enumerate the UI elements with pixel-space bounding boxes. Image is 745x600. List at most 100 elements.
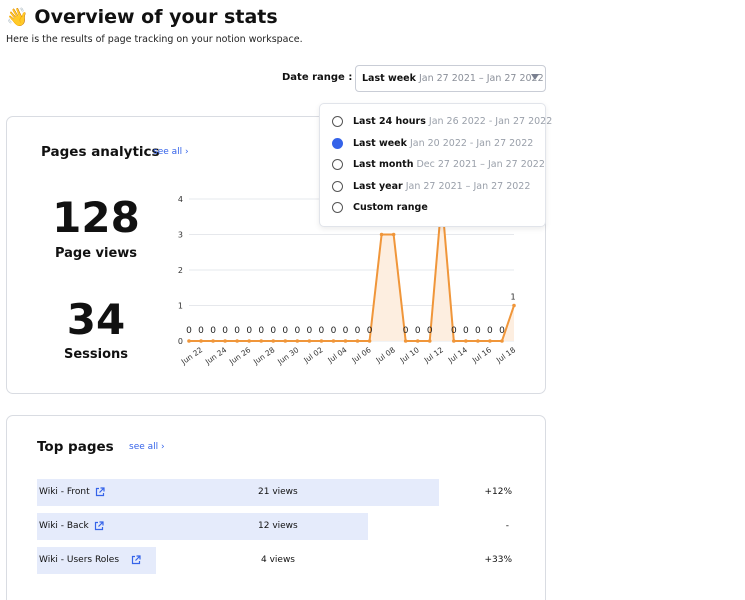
data-point	[500, 339, 504, 343]
x-tick-label: Jul 18	[494, 345, 517, 365]
radio-selected-icon[interactable]	[332, 138, 343, 149]
x-tick-label: Jul 02	[301, 345, 324, 365]
page-views-value: 128	[52, 193, 140, 242]
data-point	[307, 339, 312, 343]
data-label: 0	[475, 326, 481, 336]
data-label: 0	[198, 326, 204, 336]
x-tick-label: Jun 22	[179, 345, 205, 367]
data-label: 0	[210, 326, 216, 336]
views-change: +12%	[484, 487, 512, 497]
date-range-dropdown: Last 24 hours Jan 26 2022 - Jan 27 2022 …	[319, 103, 552, 227]
radio-icon[interactable]	[332, 116, 343, 127]
page-name[interactable]: Wiki - Front	[39, 487, 105, 497]
pages-analytics-title: Pages analytics	[41, 144, 160, 160]
external-link-icon[interactable]	[95, 487, 105, 497]
series-line	[189, 198, 515, 342]
data-point	[271, 339, 276, 343]
y-tick-label: 4	[178, 195, 183, 204]
data-point	[283, 339, 288, 343]
date-range-select[interactable]: Last week Jan 27 2021 – Jan 27 2022	[355, 65, 546, 92]
y-tick-label: 3	[178, 231, 183, 240]
x-tick-label: Jul 16	[470, 345, 493, 365]
option-label: Last month	[353, 159, 414, 170]
data-label: 0	[451, 326, 457, 336]
page-views-count: 21 views	[258, 487, 298, 497]
x-tick-label: Jul 08	[374, 345, 397, 365]
page-name-text: Wiki - Users Roles	[39, 555, 120, 565]
data-label: 0	[367, 326, 373, 336]
data-label: 0	[222, 326, 228, 336]
radio-icon[interactable]	[332, 202, 343, 213]
top-pages-title: Top pages	[37, 439, 114, 455]
data-point	[199, 339, 203, 343]
data-point	[452, 339, 456, 343]
page-views-label: Page views	[54, 246, 138, 261]
external-link-icon[interactable]	[131, 555, 141, 565]
data-label: 0	[427, 326, 433, 336]
data-label: 0	[270, 326, 276, 336]
data-label: 0	[463, 326, 469, 336]
data-point	[403, 339, 408, 343]
data-point	[187, 339, 191, 343]
data-point	[379, 232, 384, 237]
page-name-text: Wiki - Front	[39, 487, 90, 497]
option-dates: Jan 20 2022 - Jan 27 2022	[409, 138, 534, 149]
data-point	[235, 339, 239, 343]
data-label: 0	[331, 326, 337, 336]
data-label: 0	[234, 326, 240, 336]
y-tick-label: 2	[178, 266, 183, 275]
data-label: 0	[307, 326, 313, 336]
x-tick-label: Jul 14	[446, 345, 469, 365]
caret-down-icon	[531, 74, 539, 80]
data-point	[391, 232, 396, 237]
page-views-count: 4 views	[261, 555, 296, 565]
date-range-option-week[interactable]: Last week Jan 20 2022 - Jan 27 2022	[332, 138, 533, 149]
data-point	[331, 339, 336, 343]
data-label: 0	[487, 326, 493, 336]
data-point	[415, 339, 420, 343]
page-name[interactable]: Wiki - Users Roles	[39, 555, 141, 565]
date-range-option-custom[interactable]: Custom range	[332, 202, 431, 213]
page-views-count: 12 views	[258, 521, 298, 531]
x-tick-label: Jun 28	[251, 345, 277, 367]
option-label: Last week	[353, 138, 407, 149]
data-label: 1	[510, 293, 515, 302]
date-range-option-24h[interactable]: Last 24 hours Jan 26 2022 - Jan 27 2022	[332, 116, 552, 127]
data-label: 0	[403, 326, 409, 336]
views-change: +33%	[484, 555, 512, 565]
external-link-icon[interactable]	[94, 521, 104, 531]
data-label: 0	[319, 326, 325, 336]
data-point	[427, 339, 432, 343]
data-point	[319, 339, 324, 343]
page-name[interactable]: Wiki - Back	[39, 521, 104, 531]
data-label: 0	[294, 326, 300, 336]
page-title-text: Overview of your stats	[34, 6, 278, 28]
option-label: Last 24 hours	[353, 116, 426, 127]
table-row[interactable]: Wiki - Back 12 views -	[37, 513, 517, 540]
x-tick-label: Jun 24	[203, 345, 229, 367]
data-point	[259, 339, 264, 343]
data-point	[343, 339, 348, 343]
option-dates: Jan 26 2022 - Jan 27 2022	[428, 116, 553, 127]
radio-icon[interactable]	[332, 181, 343, 192]
date-range-label: Date range :	[282, 72, 353, 83]
analytics-see-all-link[interactable]: see all ›	[153, 147, 189, 157]
data-point	[488, 339, 492, 343]
data-point	[295, 339, 300, 343]
data-label: 0	[186, 326, 192, 336]
page-name-text: Wiki - Back	[39, 521, 89, 531]
date-range-option-month[interactable]: Last month Dec 27 2021 – Jan 27 2022	[332, 159, 545, 170]
views-change: -	[505, 521, 509, 531]
data-label: 0	[258, 326, 264, 336]
waving-hand-icon: 👋	[6, 6, 29, 28]
top-pages-card: Top pages see all › Wiki - Front 21 view…	[6, 415, 546, 600]
radio-icon[interactable]	[332, 159, 343, 170]
table-row[interactable]: Wiki - Front 21 views +12%	[37, 479, 517, 506]
sessions-value: 34	[66, 295, 126, 344]
table-row[interactable]: Wiki - Users Roles 4 views +33%	[37, 547, 517, 574]
sessions-label: Sessions	[63, 347, 129, 362]
option-dates: Jan 27 2021 – Jan 27 2022	[405, 181, 531, 192]
top-pages-see-all-link[interactable]: see all ›	[129, 442, 165, 452]
date-range-option-year[interactable]: Last year Jan 27 2021 – Jan 27 2022	[332, 181, 530, 192]
y-tick-label: 0	[178, 337, 183, 346]
